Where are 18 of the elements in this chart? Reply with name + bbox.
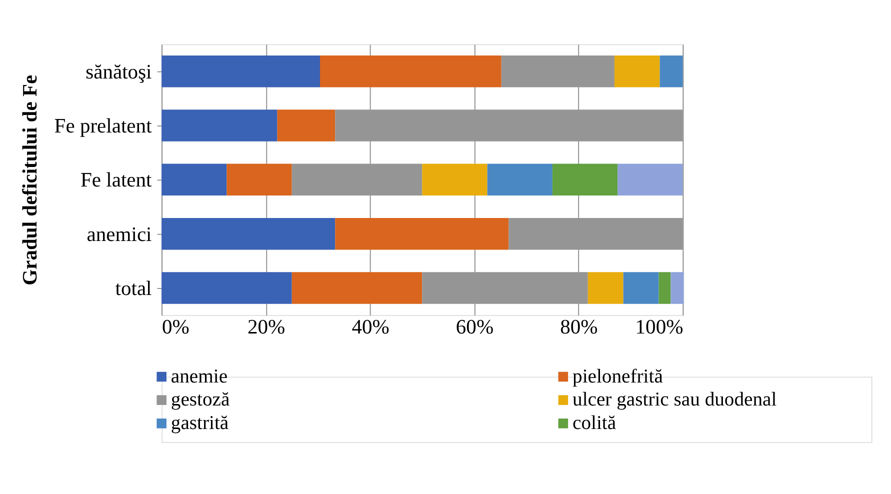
- y-axis-title: Gradul deficitului de Fe: [19, 74, 42, 286]
- legend-label: colită: [572, 413, 616, 434]
- legend-label: gastrită: [170, 413, 229, 434]
- legend-label: gestoză: [170, 390, 230, 411]
- x-tick-label: 20%: [247, 316, 286, 338]
- y-tick-label: sănătoşi: [86, 61, 152, 84]
- x-tick-label: 60%: [456, 316, 494, 338]
- y-tick-label: total: [115, 278, 152, 300]
- legend-label: ulcer gastric sau duodenal: [572, 390, 778, 411]
- x-tick-label: 40%: [352, 316, 390, 338]
- x-tick-label: 100%: [635, 316, 684, 338]
- legend-label: anemie: [170, 366, 228, 388]
- legend-label: pielonefrită: [572, 366, 664, 388]
- x-tick-label: 80%: [560, 316, 598, 338]
- x-tick-label: 0%: [162, 316, 190, 338]
- y-tick-label: anemici: [86, 224, 152, 246]
- y-tick-label: Fe latent: [80, 170, 152, 192]
- y-tick-label: Fe prelatent: [54, 116, 152, 138]
